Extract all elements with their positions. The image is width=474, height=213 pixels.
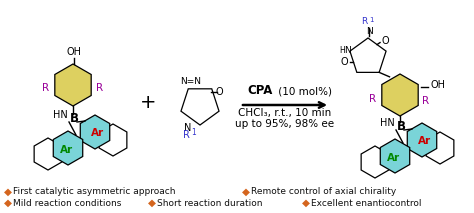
Text: R: R (96, 83, 103, 93)
Text: Short reaction duration: Short reaction duration (157, 199, 263, 207)
Polygon shape (53, 131, 83, 165)
Text: R: R (422, 96, 429, 106)
Text: R: R (361, 17, 367, 26)
Text: O: O (340, 57, 348, 67)
Text: HN: HN (380, 118, 394, 128)
Text: (10 mol%): (10 mol%) (275, 87, 332, 97)
Text: 1: 1 (191, 128, 196, 137)
Polygon shape (34, 138, 62, 170)
Text: up to 95%, 98% ee: up to 95%, 98% ee (236, 119, 335, 129)
Text: Ar: Ar (61, 145, 73, 155)
Text: ◆: ◆ (302, 198, 310, 208)
Polygon shape (350, 38, 386, 72)
Text: B: B (70, 112, 79, 125)
Polygon shape (380, 139, 410, 173)
Polygon shape (55, 64, 91, 106)
Text: HN: HN (53, 110, 67, 120)
Polygon shape (382, 74, 418, 116)
Text: B: B (396, 121, 405, 134)
Text: ◆: ◆ (4, 198, 12, 208)
Polygon shape (99, 124, 127, 156)
Text: OH: OH (66, 47, 82, 57)
Text: Remote control of axial chirality: Remote control of axial chirality (251, 187, 396, 197)
Text: Ar: Ar (419, 136, 431, 146)
Polygon shape (407, 123, 437, 157)
Text: CHCl₃, r.t., 10 min: CHCl₃, r.t., 10 min (238, 108, 332, 118)
Text: N=N: N=N (180, 77, 201, 86)
Text: N: N (183, 123, 191, 133)
Text: ◆: ◆ (4, 187, 12, 197)
Text: ◆: ◆ (242, 187, 250, 197)
Text: +: + (140, 94, 156, 112)
Text: 1: 1 (369, 17, 374, 23)
Text: Ar: Ar (387, 153, 401, 163)
Text: H: H (339, 46, 345, 55)
Text: ◆: ◆ (148, 198, 156, 208)
Text: R: R (183, 130, 190, 140)
Text: First catalytic asymmetric approach: First catalytic asymmetric approach (13, 187, 175, 197)
Text: R: R (43, 83, 50, 93)
Polygon shape (181, 89, 219, 125)
Text: Mild reaction conditions: Mild reaction conditions (13, 199, 121, 207)
Polygon shape (361, 146, 389, 178)
Text: CPA: CPA (247, 84, 273, 97)
Text: Excellent enantiocontrol: Excellent enantiocontrol (311, 199, 421, 207)
Text: N: N (366, 27, 374, 36)
Text: N: N (345, 46, 351, 55)
Text: OH: OH (431, 80, 446, 90)
Polygon shape (426, 132, 454, 164)
Text: R: R (369, 94, 376, 104)
Text: O: O (381, 36, 389, 46)
Polygon shape (80, 115, 109, 149)
Text: Ar: Ar (91, 128, 105, 138)
Text: O: O (216, 87, 223, 97)
